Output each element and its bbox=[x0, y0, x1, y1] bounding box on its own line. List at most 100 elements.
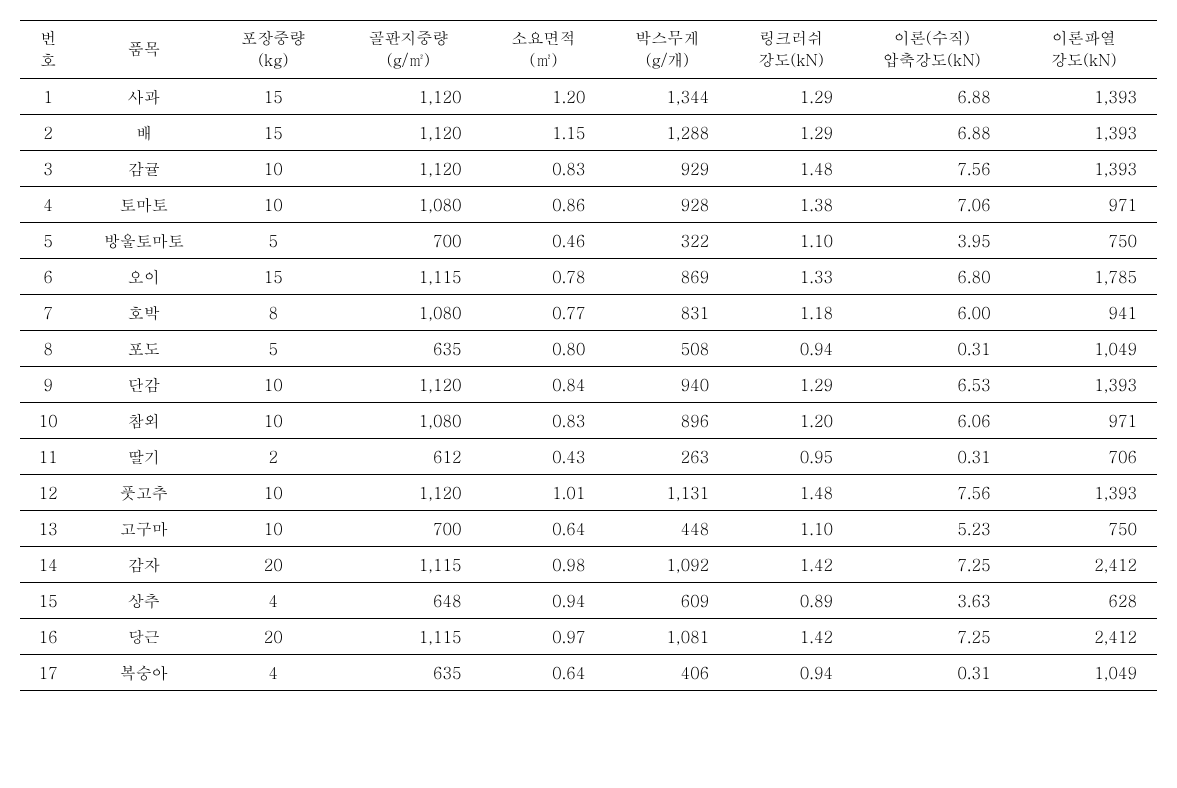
cell-burst: 706 bbox=[1011, 438, 1157, 474]
cell-boxwt: 928 bbox=[605, 186, 729, 222]
cell-boxwt: 1,288 bbox=[605, 114, 729, 150]
cell-area: 0.43 bbox=[482, 438, 606, 474]
cell-num: 3 bbox=[20, 150, 76, 186]
cell-ring: 1.18 bbox=[729, 294, 853, 330]
cell-num: 14 bbox=[20, 546, 76, 582]
cell-ring: 1.29 bbox=[729, 114, 853, 150]
cell-num: 15 bbox=[20, 582, 76, 618]
cell-area: 0.64 bbox=[482, 510, 606, 546]
cell-burst: 2,412 bbox=[1011, 546, 1157, 582]
cell-cardboard: 648 bbox=[335, 582, 481, 618]
cell-boxwt: 406 bbox=[605, 654, 729, 690]
cell-ring: 1.48 bbox=[729, 150, 853, 186]
header-area-line1: 소요면적 bbox=[490, 27, 598, 49]
cell-boxwt: 609 bbox=[605, 582, 729, 618]
table-row: 9단감101,1200.849401.296.531,393 bbox=[20, 366, 1157, 402]
cell-ring: 0.95 bbox=[729, 438, 853, 474]
cell-ring: 0.89 bbox=[729, 582, 853, 618]
header-weight-line1: 포장중량 bbox=[219, 27, 327, 49]
table-row: 12풋고추101,1201.011,1311.487.561,393 bbox=[20, 474, 1157, 510]
table-row: 13고구마107000.644481.105.23750 bbox=[20, 510, 1157, 546]
header-cardboard-line1: 골판지중량 bbox=[343, 27, 473, 49]
cell-item: 상추 bbox=[76, 582, 211, 618]
cell-ring: 0.94 bbox=[729, 330, 853, 366]
cell-weight: 8 bbox=[211, 294, 335, 330]
cell-comp: 0.31 bbox=[853, 330, 1011, 366]
cell-item: 고구마 bbox=[76, 510, 211, 546]
cell-burst: 1,049 bbox=[1011, 654, 1157, 690]
cell-num: 12 bbox=[20, 474, 76, 510]
cell-area: 0.64 bbox=[482, 654, 606, 690]
cell-cardboard: 635 bbox=[335, 330, 481, 366]
table-row: 10참외101,0800.838961.206.06971 bbox=[20, 402, 1157, 438]
cell-num: 10 bbox=[20, 402, 76, 438]
header-num-line2: 호 bbox=[28, 49, 68, 71]
cell-burst: 1,785 bbox=[1011, 258, 1157, 294]
cell-cardboard: 1,120 bbox=[335, 150, 481, 186]
cell-weight: 4 bbox=[211, 582, 335, 618]
cell-num: 1 bbox=[20, 78, 76, 114]
cell-burst: 1,393 bbox=[1011, 114, 1157, 150]
table-row: 16당근201,1150.971,0811.427.252,412 bbox=[20, 618, 1157, 654]
cell-burst: 628 bbox=[1011, 582, 1157, 618]
cell-comp: 6.88 bbox=[853, 78, 1011, 114]
cell-area: 0.77 bbox=[482, 294, 606, 330]
cell-comp: 0.31 bbox=[853, 438, 1011, 474]
data-table: 번 호 품목 포장중량 (kg) 골판지중량 (g/㎡) 소요면적 (㎡) 박스… bbox=[20, 20, 1157, 691]
cell-cardboard: 1,080 bbox=[335, 294, 481, 330]
cell-comp: 7.25 bbox=[853, 546, 1011, 582]
cell-area: 1.15 bbox=[482, 114, 606, 150]
cell-cardboard: 1,120 bbox=[335, 474, 481, 510]
cell-ring: 0.94 bbox=[729, 654, 853, 690]
table-row: 11딸기26120.432630.950.31706 bbox=[20, 438, 1157, 474]
header-comp: 이론(수직) 압축강도(kN) bbox=[853, 21, 1011, 79]
cell-item: 사과 bbox=[76, 78, 211, 114]
header-area: 소요면적 (㎡) bbox=[482, 21, 606, 79]
cell-comp: 7.25 bbox=[853, 618, 1011, 654]
cell-item: 토마토 bbox=[76, 186, 211, 222]
cell-weight: 10 bbox=[211, 510, 335, 546]
cell-item: 복숭아 bbox=[76, 654, 211, 690]
cell-item: 딸기 bbox=[76, 438, 211, 474]
cell-ring: 1.10 bbox=[729, 510, 853, 546]
cell-comp: 5.23 bbox=[853, 510, 1011, 546]
cell-area: 0.83 bbox=[482, 150, 606, 186]
header-comp-line1: 이론(수직) bbox=[861, 27, 1003, 49]
cell-ring: 1.42 bbox=[729, 618, 853, 654]
cell-cardboard: 1,120 bbox=[335, 114, 481, 150]
cell-ring: 1.38 bbox=[729, 186, 853, 222]
cell-cardboard: 1,080 bbox=[335, 186, 481, 222]
cell-num: 9 bbox=[20, 366, 76, 402]
cell-cardboard: 1,115 bbox=[335, 258, 481, 294]
header-area-line2: (㎡) bbox=[490, 49, 598, 71]
header-ring-line2: 강도(kN) bbox=[737, 49, 845, 71]
cell-area: 0.80 bbox=[482, 330, 606, 366]
cell-num: 13 bbox=[20, 510, 76, 546]
cell-comp: 0.31 bbox=[853, 654, 1011, 690]
cell-item: 감자 bbox=[76, 546, 211, 582]
cell-item: 풋고추 bbox=[76, 474, 211, 510]
cell-boxwt: 322 bbox=[605, 222, 729, 258]
table-body: 1사과151,1201.201,3441.296.881,3932배151,12… bbox=[20, 78, 1157, 690]
cell-cardboard: 1,115 bbox=[335, 618, 481, 654]
cell-weight: 10 bbox=[211, 402, 335, 438]
cell-item: 오이 bbox=[76, 258, 211, 294]
cell-cardboard: 1,080 bbox=[335, 402, 481, 438]
cell-weight: 10 bbox=[211, 474, 335, 510]
cell-boxwt: 831 bbox=[605, 294, 729, 330]
cell-burst: 1,393 bbox=[1011, 78, 1157, 114]
cell-weight: 20 bbox=[211, 546, 335, 582]
cell-boxwt: 1,344 bbox=[605, 78, 729, 114]
cell-area: 0.98 bbox=[482, 546, 606, 582]
cell-boxwt: 896 bbox=[605, 402, 729, 438]
cell-area: 0.78 bbox=[482, 258, 606, 294]
cell-ring: 1.10 bbox=[729, 222, 853, 258]
cell-item: 감귤 bbox=[76, 150, 211, 186]
cell-burst: 2,412 bbox=[1011, 618, 1157, 654]
cell-boxwt: 1,131 bbox=[605, 474, 729, 510]
header-comp-line2: 압축강도(kN) bbox=[861, 49, 1003, 71]
cell-burst: 1,393 bbox=[1011, 366, 1157, 402]
table-row: 2배151,1201.151,2881.296.881,393 bbox=[20, 114, 1157, 150]
cell-comp: 3.63 bbox=[853, 582, 1011, 618]
header-item: 품목 bbox=[76, 21, 211, 79]
